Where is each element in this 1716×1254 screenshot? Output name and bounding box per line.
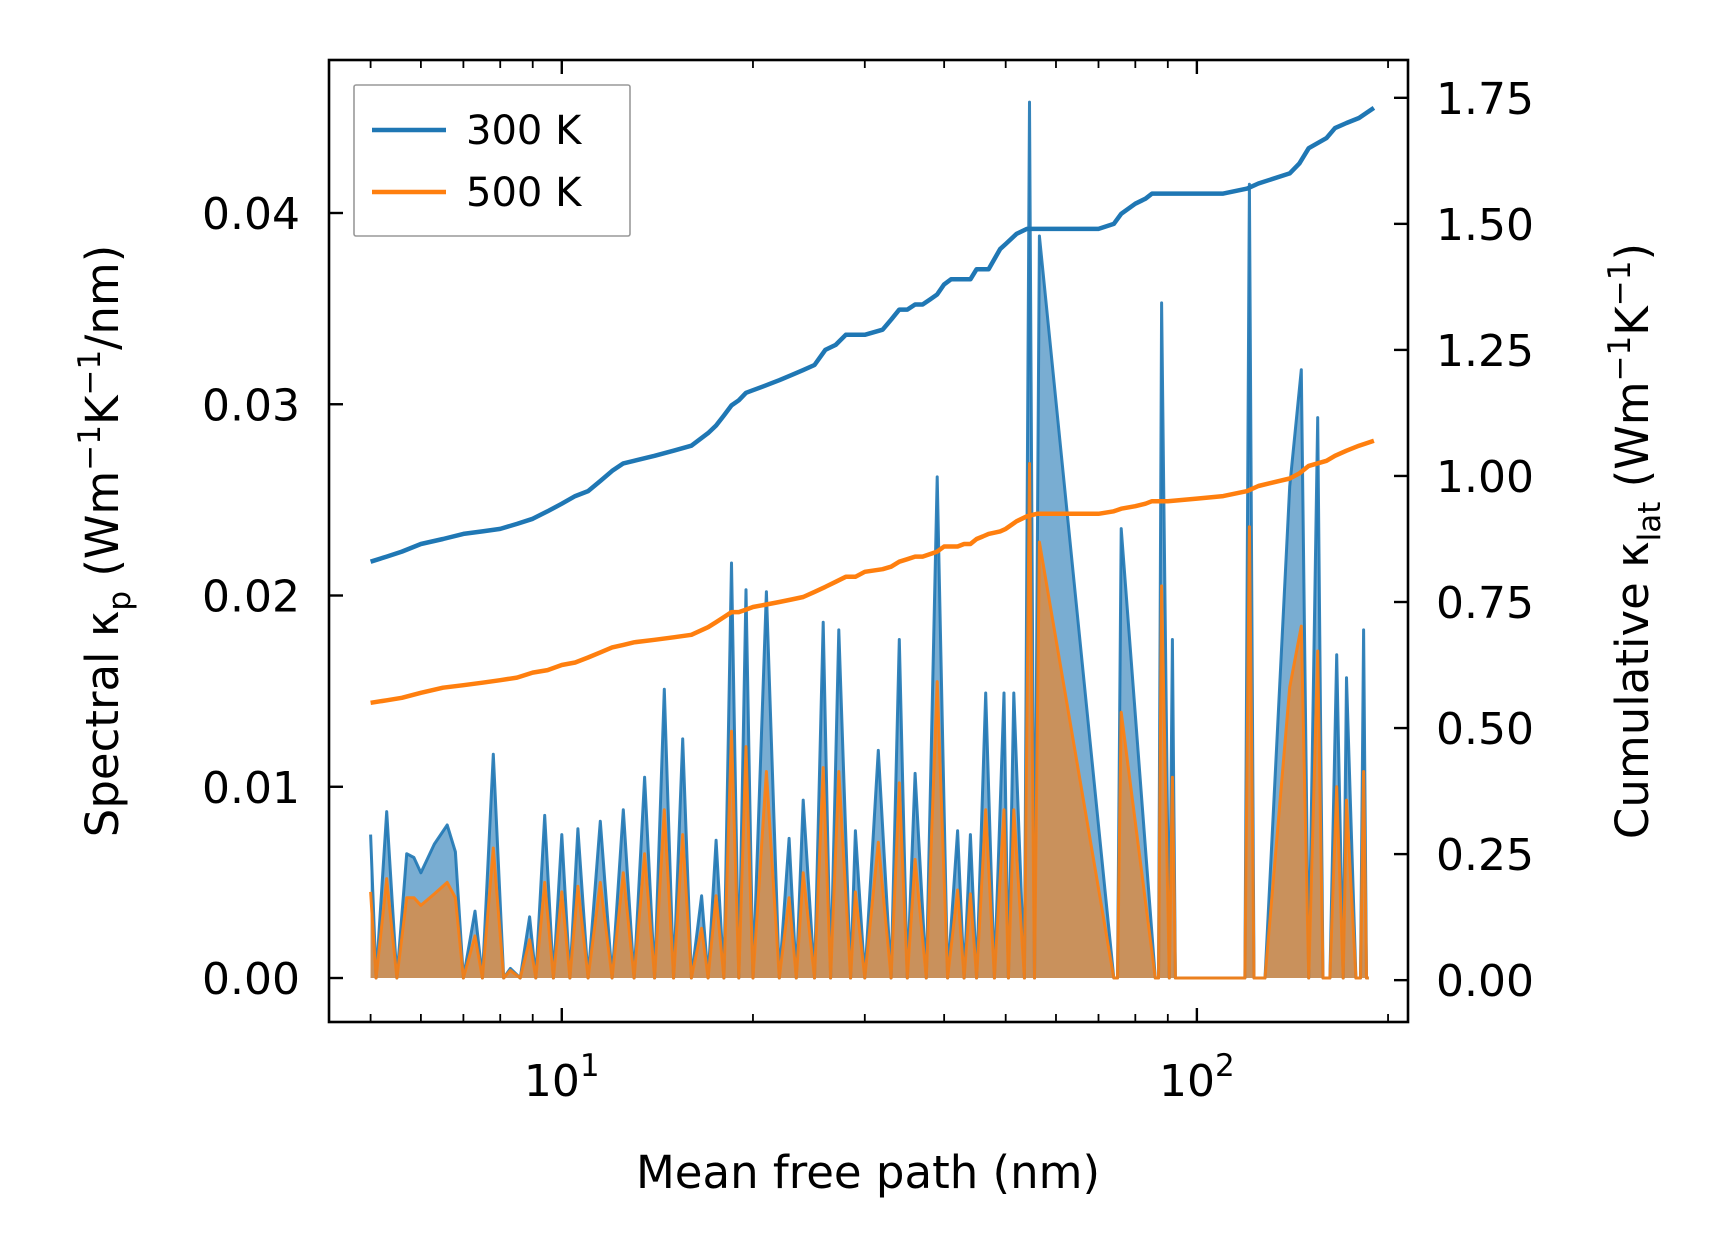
y-right-tick-label: 1.00: [1436, 452, 1534, 503]
cumulative-line-300k: [369, 106, 1376, 564]
x-tick-label: 101: [524, 1048, 600, 1107]
ticks-layer: [329, 60, 1408, 1022]
y-right-title-sup1: −1: [1602, 336, 1638, 382]
y-axis-title-right: Cumulative κlat (Wm−1K−1): [1602, 243, 1668, 839]
spectral-layer: [369, 100, 1369, 980]
y-left-tick-label: 0.03: [202, 380, 300, 431]
x-tick-base: 10: [1159, 1056, 1215, 1107]
y-left-title-unit-pre: (Wm: [76, 471, 129, 591]
y-left-title-sup2: −1: [72, 350, 108, 396]
cumulative-layer: [369, 106, 1376, 706]
spectral-line-500k: [369, 462, 1369, 980]
y-right-title-unit-pre: (Wm: [1606, 381, 1659, 501]
y-right-tick-label: 0.50: [1436, 704, 1534, 755]
y-left-title-sup1: −1: [72, 425, 108, 471]
y-right-title-base: Cumulative κ: [1606, 541, 1659, 839]
y-left-tick-label: 0.02: [202, 572, 300, 623]
legend-label-300k: 300 K: [466, 108, 583, 154]
y-right-tick-label: 1.50: [1436, 200, 1534, 251]
y-right-tick-label: 1.25: [1436, 326, 1534, 377]
x-axis-title: Mean free path (nm): [636, 1146, 1100, 1199]
x-tick-label: 102: [1159, 1048, 1235, 1107]
labels-layer: 101 1020.000.010.020.030.040.000.250.500.…: [202, 74, 1534, 1107]
y-left-tick-label: 0.01: [202, 763, 300, 814]
y-left-title-unit-mid: K: [76, 394, 129, 425]
legend-label-500k: 500 K: [466, 170, 583, 216]
y-right-title-sub: lat: [1632, 502, 1668, 542]
y-right-tick-label: 0.75: [1436, 578, 1534, 629]
y-right-title-unit-post: ): [1606, 243, 1659, 261]
cumulative-line-500k: [370, 438, 1375, 706]
y-right-tick-label: 0.00: [1436, 956, 1534, 1007]
legend: 300 K 500 K: [353, 84, 631, 237]
y-left-title-sub: p: [102, 591, 138, 611]
y-left-tick-label: 0.00: [202, 954, 300, 1005]
y-left-tick-label: 0.04: [202, 189, 300, 240]
y-right-tick-label: 1.75: [1436, 74, 1534, 125]
y-right-tick-label: 0.25: [1436, 830, 1534, 881]
x-tick-base: 10: [524, 1056, 580, 1107]
x-tick-exponent: 1: [580, 1048, 600, 1084]
y-right-title-sup2: −1: [1602, 261, 1638, 307]
plot-frame: [327, 58, 1410, 1024]
x-tick-exponent: 2: [1215, 1048, 1235, 1084]
y-right-title-unit-mid: K: [1606, 305, 1659, 336]
y-left-title-base: Spectral κ: [76, 611, 129, 838]
y-axis-title-left: Spectral κp (Wm−1K−1/nm): [72, 245, 138, 838]
legend-box: [353, 84, 631, 237]
y-left-title-unit-post: /nm): [76, 245, 129, 350]
